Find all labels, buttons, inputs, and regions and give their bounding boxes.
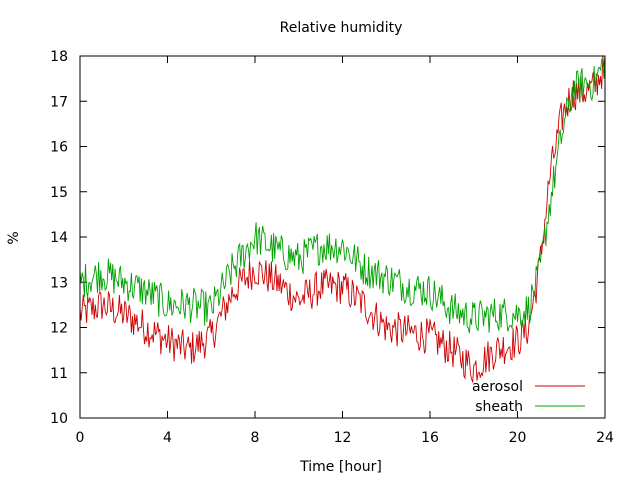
x-tick-label: 24 — [596, 430, 614, 446]
y-tick-label: 10 — [50, 411, 68, 427]
x-tick-label: 8 — [251, 430, 260, 446]
series-line-aerosol — [79, 55, 606, 383]
x-tick-label: 12 — [334, 430, 352, 446]
legend-label-aerosol: aerosol — [472, 379, 523, 395]
y-tick-label: 18 — [50, 49, 68, 65]
x-tick-label: 16 — [421, 430, 439, 446]
y-tick-label: 16 — [50, 140, 68, 156]
legend-label-sheath: sheath — [475, 399, 523, 415]
y-tick-label: 12 — [50, 321, 68, 337]
y-tick-label: 11 — [50, 366, 68, 382]
y-tick-label: 15 — [50, 185, 68, 201]
plot-frame — [79, 55, 606, 419]
x-tick-label: 20 — [509, 430, 527, 446]
x-tick-label: 0 — [76, 430, 85, 446]
x-tick-label: 4 — [163, 430, 172, 446]
y-tick-label: 13 — [50, 275, 68, 291]
chart-title: Relative humidity — [280, 20, 403, 36]
y-tick-label: 14 — [50, 230, 68, 246]
series-line-sheath — [79, 55, 606, 334]
legend: aerosol sheath — [472, 379, 585, 415]
x-axis-label: Time [hour] — [299, 459, 382, 475]
series-layer — [79, 55, 606, 383]
y-tick-label: 17 — [50, 94, 68, 110]
y-axis-label: % — [6, 231, 22, 244]
